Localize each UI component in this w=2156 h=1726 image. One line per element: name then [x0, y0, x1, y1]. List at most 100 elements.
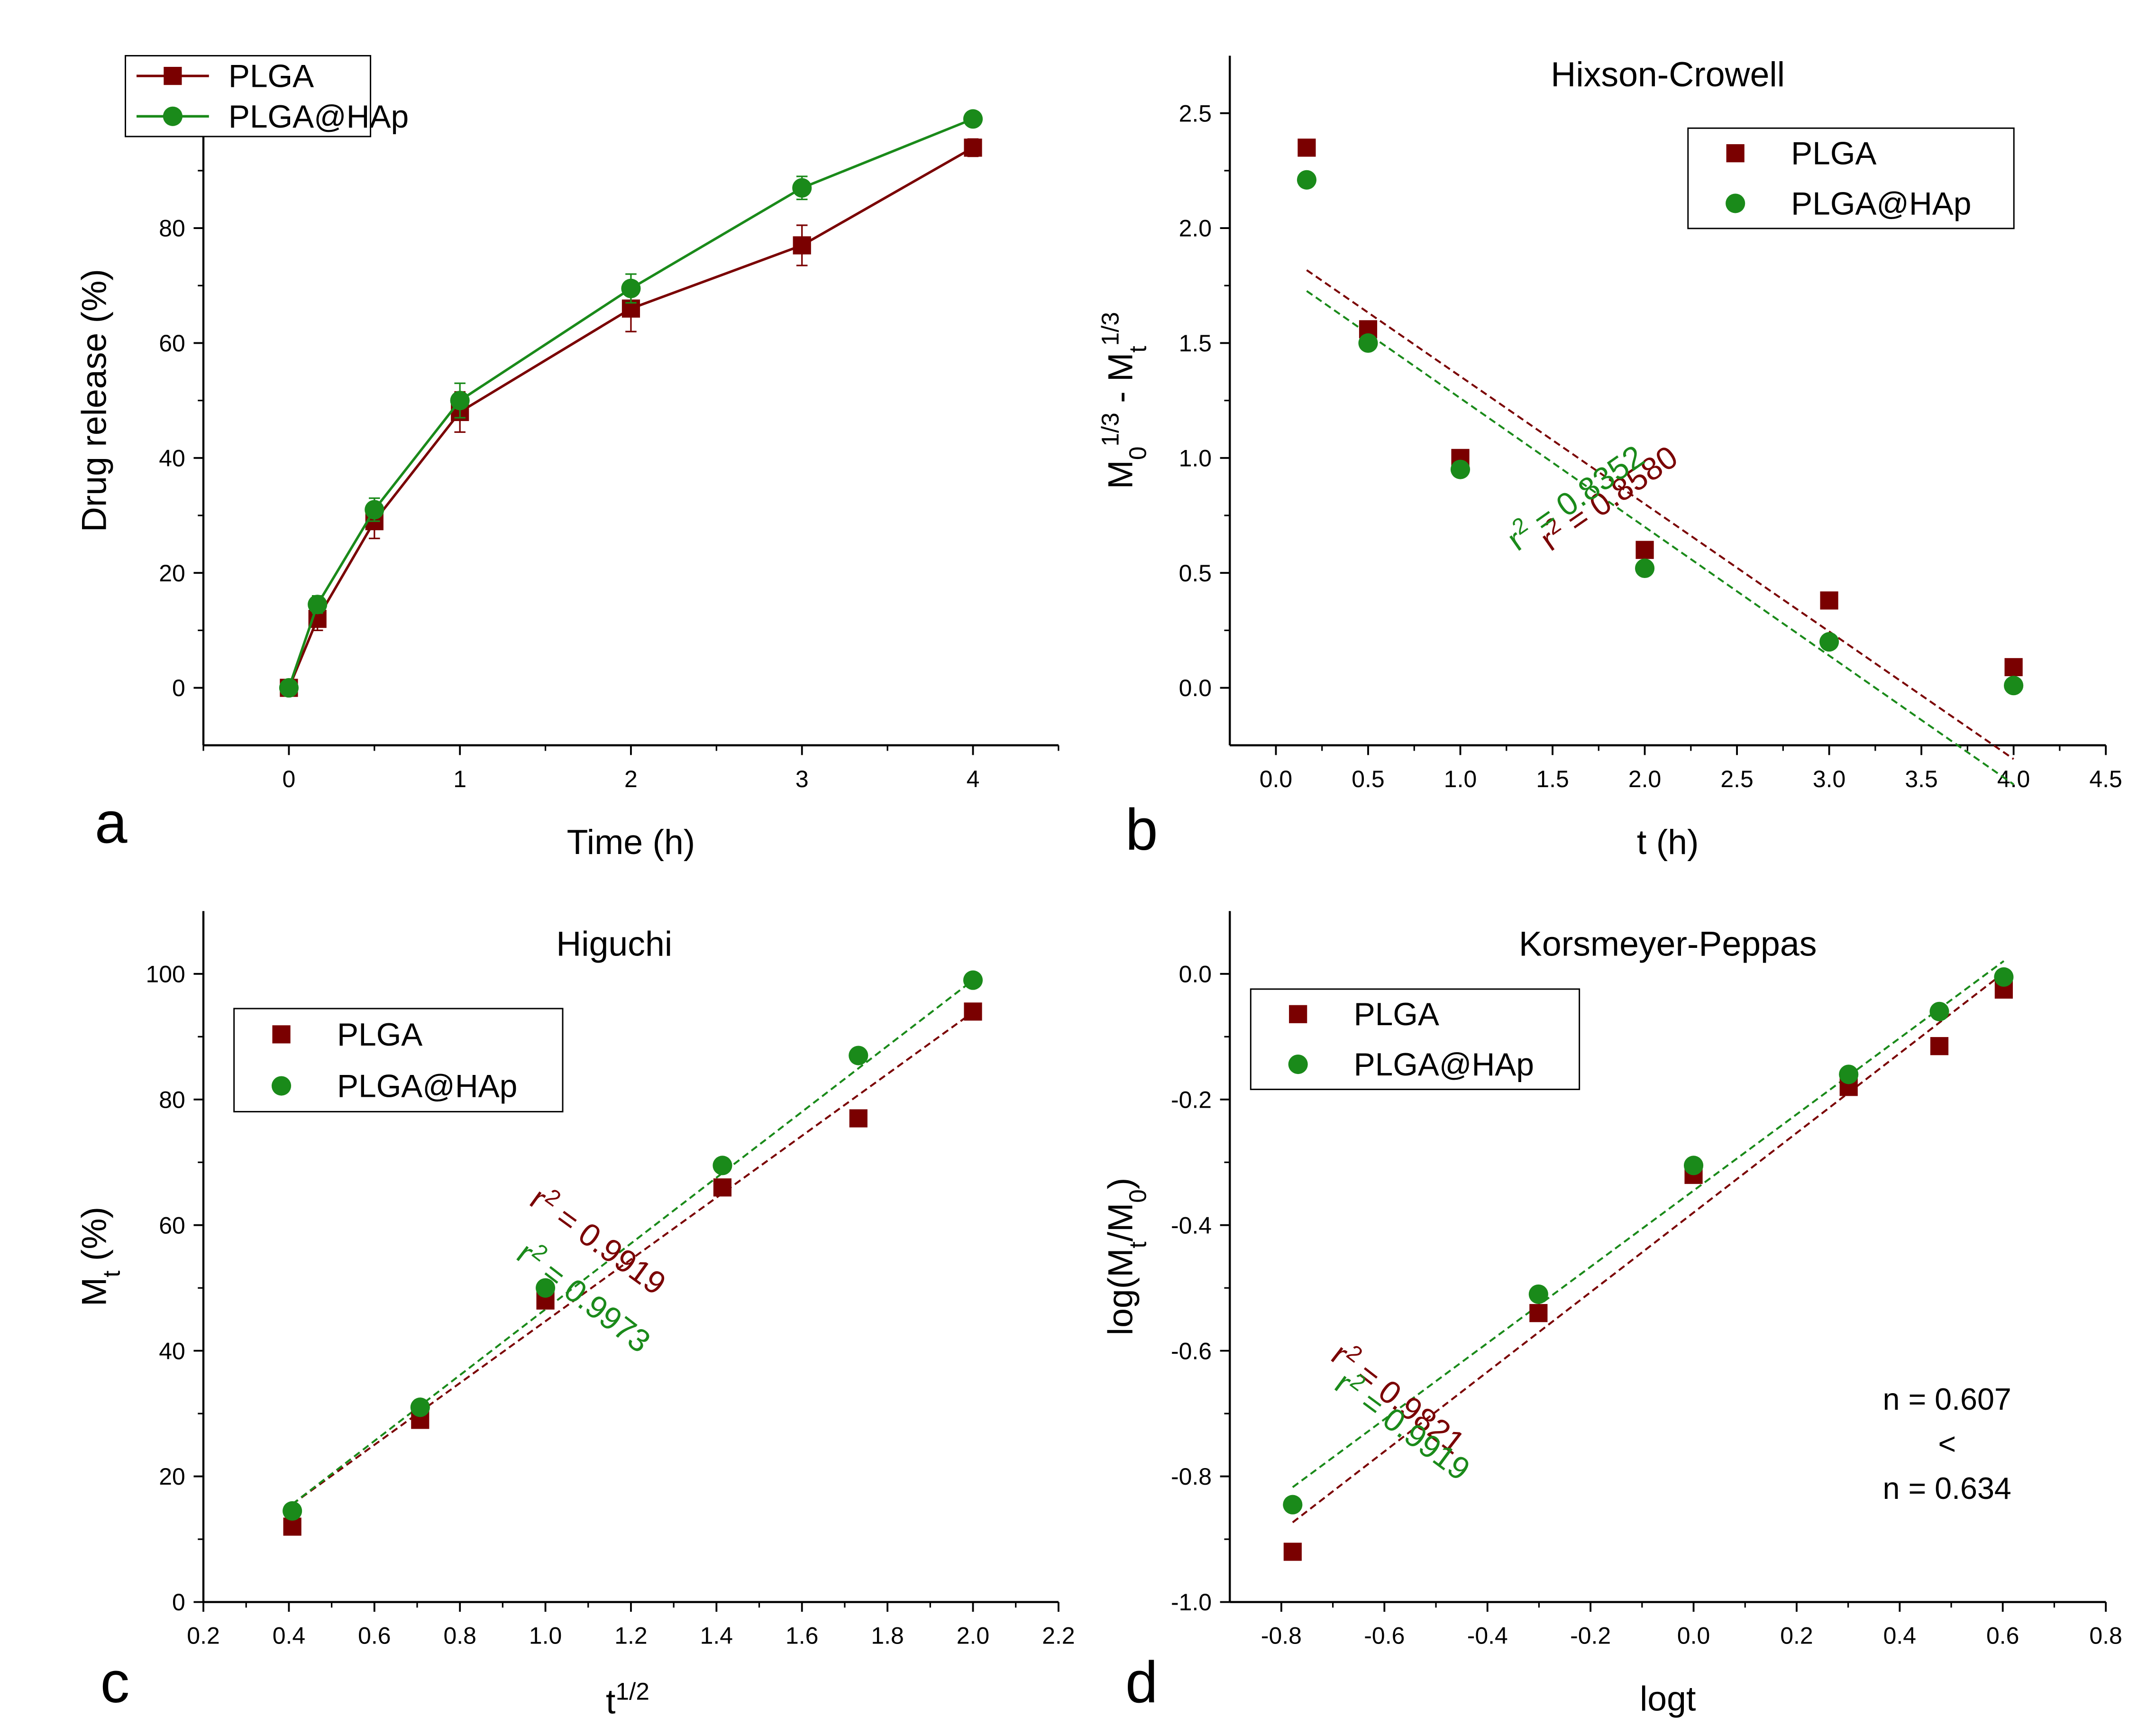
- y-axis-label-part: ): [1101, 1178, 1140, 1189]
- x-tick-label: 3.5: [1905, 766, 1937, 792]
- x-tick-label: 0.6: [358, 1623, 391, 1649]
- y-tick-label: -1.0: [1171, 1589, 1212, 1616]
- y-axis-label: M01/3 - Mt1/3: [1096, 312, 1151, 489]
- panel-d: -0.8 -0.6 -0.4 -0.2 0.0 0.2 0.4 0.6 0.8 -1.0 -0.8 -…: [1101, 911, 2122, 1718]
- fit-line: [292, 979, 974, 1505]
- data-point: [793, 236, 811, 255]
- data-point: [365, 500, 384, 520]
- x-axis-label: t1/2: [606, 1678, 649, 1721]
- legend-label: PLGA: [1791, 136, 1876, 172]
- y-tick-label: 0.0: [1179, 961, 1212, 987]
- data-point: [1683, 1156, 1704, 1175]
- data-point: [1635, 541, 1654, 559]
- legend-label: PLGA@HAp: [1354, 1047, 1534, 1083]
- y-axis-label: Drug release (%): [74, 269, 113, 532]
- legend-label: PLGA@HAp: [1791, 186, 1971, 221]
- y-axis-label-part: - M: [1101, 353, 1140, 413]
- x-tick-label: 1.0: [1444, 766, 1477, 792]
- data-point: [2004, 658, 2023, 677]
- fit-line: [292, 1011, 974, 1505]
- y-axis-label: Mt (%): [74, 1207, 125, 1306]
- legend: PLGA PLGA@HAp: [1687, 127, 2015, 230]
- series-line: [287, 118, 974, 689]
- y-tick-label: 0.5: [1179, 560, 1212, 587]
- x-axis-label-part: 1/2: [615, 1678, 649, 1705]
- panel-c: 0.2 0.4 0.6 0.8 1.0 1.2 1.4 1.6 1.8 2.0 2.2 0 20 40 60…: [74, 911, 1075, 1721]
- data-point: [308, 595, 328, 615]
- legend-label: PLGA@HAp: [337, 1069, 517, 1104]
- panel-a: 01234020406080100Time (h)Drug release (%…: [74, 55, 1060, 862]
- x-tick-label: -0.8: [1261, 1623, 1302, 1649]
- y-axis-label-part: (%): [74, 1207, 113, 1271]
- data-point: [849, 1109, 868, 1128]
- y-tick-label: -0.8: [1171, 1463, 1212, 1490]
- y-axis-label-part: t: [97, 1271, 125, 1277]
- n-hap-label: n = 0.607: [1883, 1382, 2011, 1416]
- y-axis-label-part: /M: [1101, 1203, 1140, 1242]
- data-point: [1529, 1304, 1548, 1322]
- data-point: [1819, 632, 1839, 652]
- x-tick-label: -0.4: [1467, 1623, 1508, 1649]
- chart-title: Hixson-Crowell: [1551, 55, 1785, 94]
- y-axis-label-part: t: [1124, 346, 1151, 352]
- x-tick-label: -0.2: [1570, 1623, 1611, 1649]
- data-point: [1297, 170, 1317, 190]
- data-point: [792, 178, 812, 198]
- n-plga-label: n = 0.634: [1883, 1471, 2011, 1506]
- data-point: [1839, 1065, 1859, 1084]
- y-axis-label-part: 1/3: [1096, 413, 1124, 446]
- data-point: [1929, 1001, 1949, 1021]
- y-tick-label: 1.5: [1179, 330, 1212, 357]
- data-point: [1528, 1284, 1548, 1304]
- x-tick-label: 1.0: [529, 1623, 562, 1649]
- data-point: [1930, 1037, 1949, 1056]
- y-tick-label: 2.5: [1179, 100, 1212, 127]
- data-point: [963, 109, 983, 129]
- legend-label: PLGA: [337, 1017, 422, 1053]
- data-point: [1358, 333, 1378, 353]
- x-axis-label: Time (h): [567, 823, 695, 862]
- x-tick-label: 4.0: [1997, 766, 2030, 792]
- y-tick-label: -0.6: [1171, 1338, 1212, 1364]
- y-tick-label: 80: [159, 1086, 185, 1113]
- x-tick-label: 1.4: [700, 1623, 733, 1649]
- fit-line: [1292, 960, 2005, 1488]
- x-tick-label: 1.5: [1536, 766, 1569, 792]
- series-plga-hap: [1297, 170, 2024, 696]
- x-tick-label: 0.2: [187, 1623, 219, 1649]
- fit-line: [1292, 972, 2005, 1524]
- legend: PLGA PLGA@HAp: [233, 1008, 564, 1112]
- y-tick-label: 60: [159, 1212, 185, 1239]
- legend-marker: [1289, 1005, 1307, 1023]
- fit-line: [1306, 290, 2014, 785]
- fit-line: [1306, 269, 2014, 760]
- data-point: [963, 970, 983, 990]
- y-tick-label: 60: [159, 330, 185, 357]
- y-tick-label: 0.0: [1179, 675, 1212, 701]
- data-point: [964, 138, 982, 157]
- y-tick-label: 20: [159, 1463, 185, 1490]
- x-tick-label: 1.6: [786, 1623, 818, 1649]
- legend-marker: [1726, 144, 1745, 163]
- data-point: [713, 1178, 732, 1197]
- data-point: [536, 1278, 556, 1298]
- legend: PLGA PLGA@HAp: [1250, 988, 1580, 1090]
- x-tick-label: 0.4: [273, 1623, 305, 1649]
- x-tick-label: 0.0: [1677, 1623, 1710, 1649]
- y-axis-label: log(Mt/M0): [1101, 1178, 1151, 1336]
- panel-b: 0.0 0.5 1.0 1.5 2.0 2.5 3.0 3.5 4.0 4.5 0.0 0.5 1.0 1…: [1096, 55, 2122, 863]
- x-axis-label: t (h): [1637, 823, 1699, 862]
- y-axis-label-part: M: [74, 1277, 113, 1306]
- y-tick-label: 40: [159, 1338, 185, 1364]
- series-plga-hap: [279, 109, 983, 698]
- y-tick-label: 0: [172, 1589, 185, 1616]
- x-tick-label: 0.2: [1780, 1623, 1813, 1649]
- y-axis-label-part: 0: [1124, 447, 1151, 460]
- data-point: [1994, 967, 2014, 987]
- legend-marker: [271, 1076, 292, 1096]
- data-point: [1297, 138, 1316, 157]
- y-tick-label: 80: [159, 215, 185, 242]
- x-tick-label: 2.2: [1042, 1623, 1075, 1649]
- x-tick-label: 2: [624, 766, 638, 792]
- chart-title: Higuchi: [556, 924, 672, 963]
